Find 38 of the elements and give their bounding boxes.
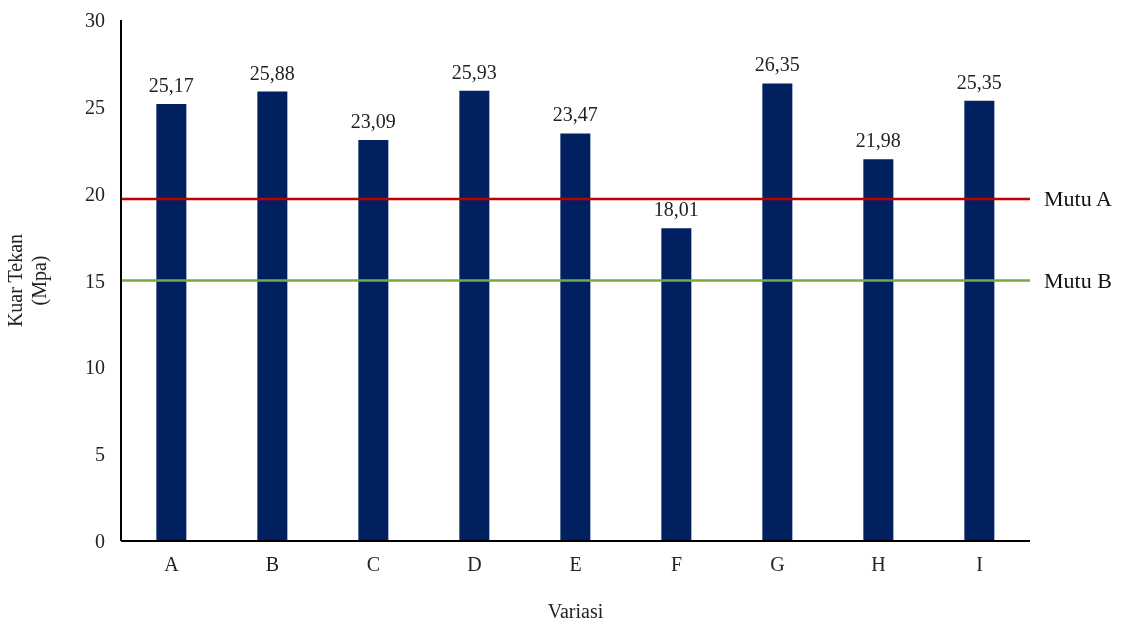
x-tick-label: E (569, 553, 582, 576)
data-label: 18,01 (653, 198, 699, 221)
bar (459, 90, 490, 541)
data-label: 26,35 (754, 53, 800, 76)
bar (156, 103, 187, 541)
x-tick-label: B (265, 553, 280, 576)
data-label: 23,09 (350, 110, 396, 132)
x-tick-label: I (976, 553, 983, 576)
y-tick-label: 30 (85, 9, 105, 32)
y-tick-label: 10 (85, 356, 105, 379)
y-tick-label: 5 (95, 443, 105, 466)
x-tick-label: H (871, 553, 886, 576)
bar (964, 100, 995, 541)
bar (560, 133, 591, 541)
y-tick-label: 20 (85, 182, 105, 205)
bar (257, 91, 288, 541)
bar (762, 83, 793, 541)
x-axis-title: Variasi (547, 600, 604, 622)
y-tick-label: 15 (85, 269, 105, 292)
data-label: 25,93 (451, 60, 497, 83)
x-tick-label: D (467, 553, 482, 576)
bar (661, 228, 692, 541)
y-tick-label: 0 (95, 530, 105, 553)
data-label: 25,17 (148, 73, 194, 96)
y-tick-label: 25 (85, 95, 105, 118)
data-label: 25,35 (956, 70, 1002, 93)
x-tick-label: G (770, 553, 785, 576)
x-tick-label: C (366, 553, 381, 576)
bar (358, 140, 389, 541)
ref-line-label: Mutu B (1044, 267, 1112, 293)
data-label: 21,98 (855, 129, 901, 152)
data-label: 25,88 (249, 61, 295, 84)
x-tick-label: A (164, 553, 180, 576)
bar (863, 159, 894, 541)
ref-line-label: Mutu A (1044, 185, 1112, 211)
data-label: 23,47 (552, 103, 598, 126)
y-axis-title: Kuar Tekan (Mpa) (4, 233, 51, 328)
x-tick-label: F (670, 553, 683, 576)
